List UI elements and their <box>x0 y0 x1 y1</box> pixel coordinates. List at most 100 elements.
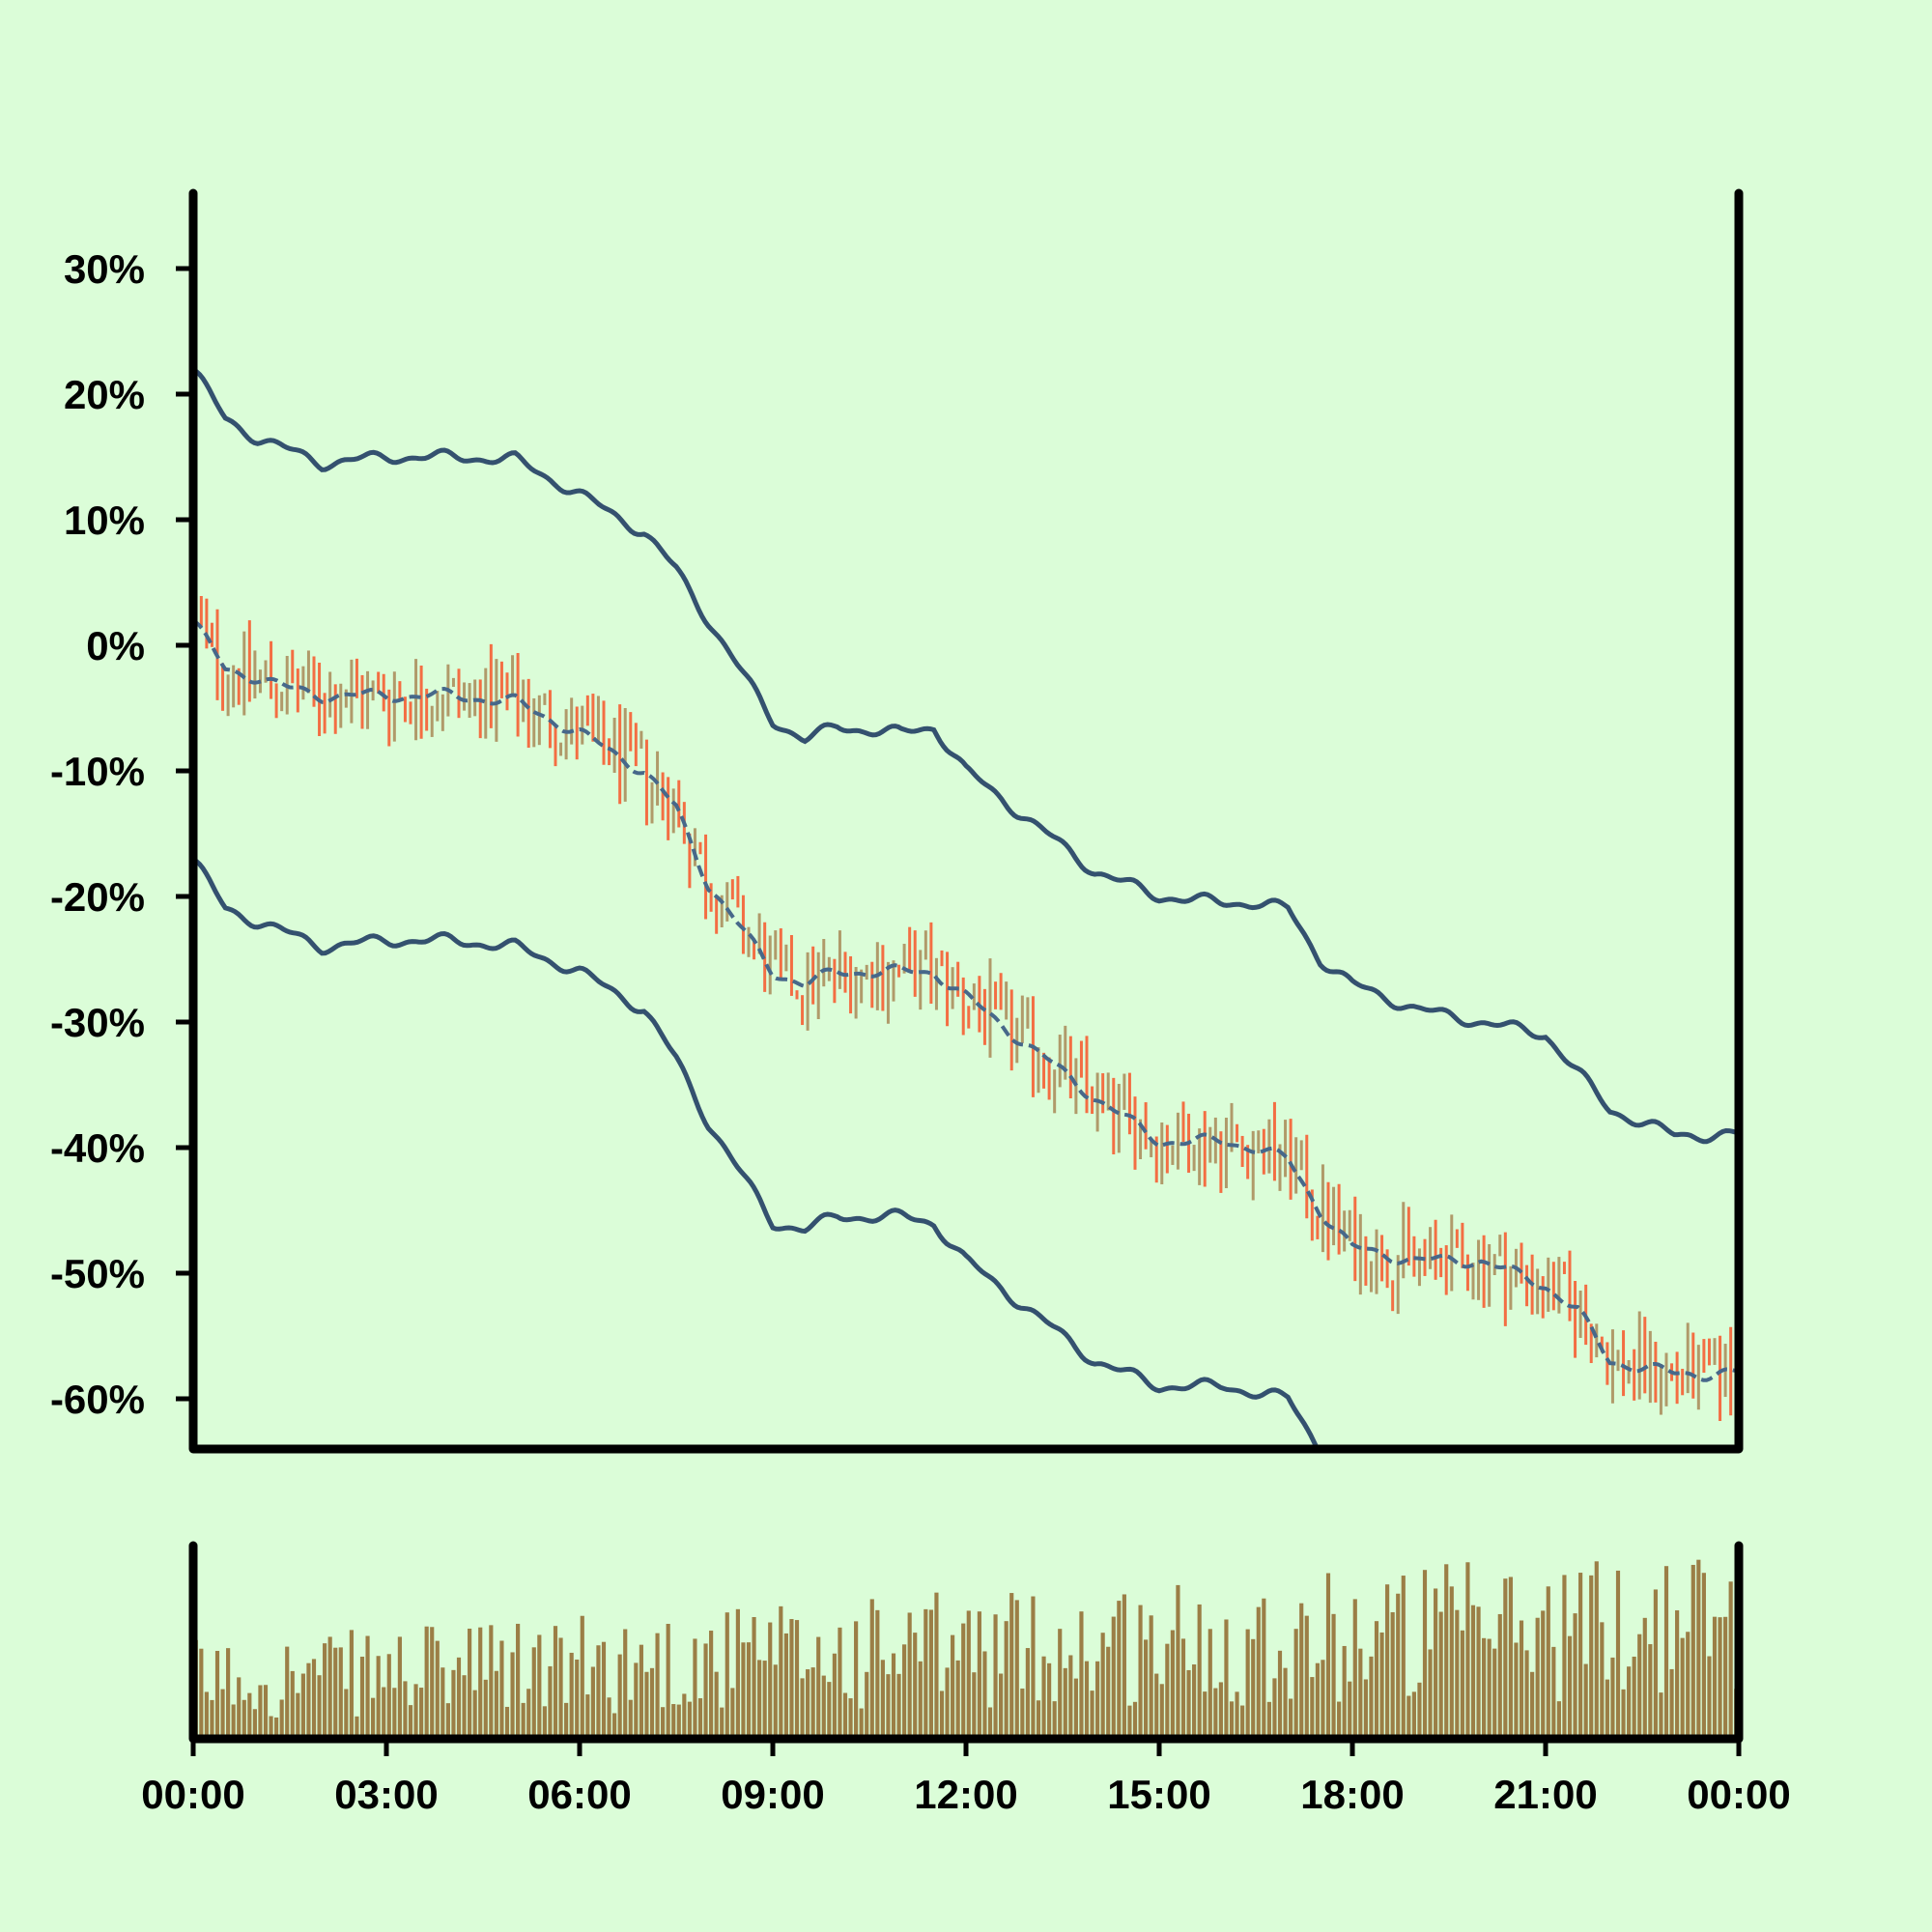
volume-bar <box>1379 1632 1384 1739</box>
volume-bar <box>1363 1679 1368 1739</box>
volume-bar <box>607 1697 611 1739</box>
volume-bar <box>1325 1573 1331 1739</box>
volume-bar <box>838 1627 842 1739</box>
volume-bar <box>1315 1662 1320 1739</box>
volume-bar <box>355 1716 359 1739</box>
volume-bar <box>693 1638 697 1739</box>
volume-bar <box>424 1626 429 1739</box>
volume-bar <box>1342 1645 1347 1739</box>
volume-bar <box>269 1716 273 1739</box>
volume-bar <box>1444 1564 1449 1739</box>
volume-bar <box>1058 1629 1063 1739</box>
volume-bar <box>1293 1629 1298 1739</box>
volume-bar <box>1578 1573 1583 1739</box>
volume-bar <box>1299 1603 1304 1739</box>
volume-bar <box>344 1689 349 1739</box>
volume-bar <box>489 1625 494 1739</box>
y-tick-label: 10% <box>64 497 145 543</box>
volume-bar <box>865 1671 869 1739</box>
volume-bar <box>1213 1688 1218 1739</box>
x-tick-label: 06:00 <box>527 1772 631 1817</box>
volume-bar <box>548 1665 553 1739</box>
volume-bar <box>1063 1667 1067 1739</box>
y-tick-label: -60% <box>50 1377 145 1422</box>
volume-bar <box>623 1629 628 1739</box>
volume-bar <box>419 1688 424 1739</box>
volume-bar <box>1369 1656 1374 1739</box>
volume-bar <box>199 1648 204 1739</box>
volume-bar <box>1283 1667 1288 1739</box>
volume-bar <box>762 1661 767 1739</box>
volume-bar <box>1090 1690 1094 1739</box>
volume-bar <box>1203 1691 1208 1739</box>
volume-bar <box>1127 1705 1132 1739</box>
volume-bar <box>1235 1691 1239 1739</box>
volume-bar <box>1331 1613 1336 1739</box>
volume-bar <box>714 1671 719 1739</box>
volume-bar <box>1476 1606 1481 1739</box>
volume-bar <box>1701 1573 1706 1739</box>
volume-bar <box>1519 1620 1524 1739</box>
volume-bar <box>1600 1622 1605 1739</box>
x-tick-label: 15:00 <box>1107 1772 1210 1817</box>
volume-bar <box>1289 1698 1293 1739</box>
volume-bar <box>1396 1593 1401 1739</box>
volume-bar <box>263 1685 269 1739</box>
volume-bar <box>558 1637 563 1739</box>
volume-bar <box>1149 1615 1153 1739</box>
volume-bar <box>274 1717 279 1739</box>
volume-bar <box>1245 1629 1250 1739</box>
volume-bar <box>537 1634 542 1739</box>
y-tick-label: -30% <box>50 1000 145 1045</box>
volume-bar <box>1176 1584 1180 1739</box>
volume-bar <box>553 1626 558 1739</box>
volume-bar <box>1224 1619 1229 1739</box>
volume-bar <box>1401 1576 1406 1739</box>
volume-bar <box>1170 1630 1175 1739</box>
volume-bar <box>1165 1643 1170 1739</box>
volume-bar <box>1680 1637 1685 1739</box>
volume-bar <box>1524 1650 1529 1739</box>
volume-bar <box>494 1670 498 1739</box>
volume-bar <box>746 1642 752 1739</box>
volume-bar <box>596 1645 601 1739</box>
volume-bar <box>1197 1604 1202 1739</box>
volume-bar <box>204 1691 209 1739</box>
volume-bar <box>365 1635 370 1739</box>
volume-bar <box>1117 1601 1122 1739</box>
volume-panel <box>193 1559 1739 1739</box>
volume-bar <box>1583 1663 1588 1739</box>
volume-bar <box>1546 1586 1550 1739</box>
volume-bar <box>773 1664 778 1739</box>
volume-bar <box>306 1662 311 1739</box>
volume-bar <box>1084 1661 1090 1739</box>
volume-bar <box>392 1688 397 1739</box>
volume-bar <box>1653 1589 1658 1739</box>
volume-bar <box>682 1693 687 1739</box>
volume-bar <box>697 1698 703 1739</box>
volume-bar <box>1497 1613 1502 1739</box>
volume-bar <box>1707 1656 1712 1739</box>
volume-bar <box>810 1667 815 1739</box>
volume-bar <box>1422 1570 1428 1739</box>
x-tick-label: 18:00 <box>1300 1772 1404 1817</box>
volume-bar <box>338 1647 343 1739</box>
volume-bar <box>1352 1599 1357 1739</box>
volume-bar <box>1514 1642 1519 1739</box>
volume-bar <box>827 1682 832 1739</box>
x-tick-label: 00:00 <box>141 1772 244 1817</box>
volume-bar <box>408 1705 413 1739</box>
volume-bar <box>1615 1570 1621 1739</box>
volume-bar <box>526 1689 531 1739</box>
volume-bar <box>510 1652 515 1739</box>
volume-bar <box>671 1704 676 1739</box>
volume-bar <box>451 1669 456 1739</box>
volume-bar <box>1122 1594 1126 1739</box>
volume-bar <box>1144 1639 1149 1739</box>
volume-bar <box>859 1708 864 1739</box>
volume-bar <box>386 1654 391 1739</box>
volume-bar <box>676 1704 681 1739</box>
volume-bar <box>617 1654 622 1739</box>
volume-bar <box>462 1675 467 1739</box>
volume-bar <box>521 1702 526 1739</box>
